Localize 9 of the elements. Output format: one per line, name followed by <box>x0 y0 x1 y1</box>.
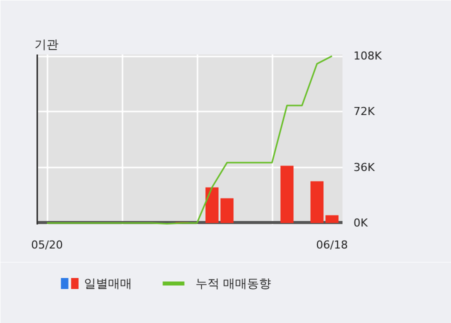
y-tick-label: 108K <box>354 50 382 63</box>
x-tick-label: 05/20 <box>31 238 63 252</box>
x-tick-label: 06/18 <box>316 238 348 252</box>
y-tick-label: 36K <box>354 160 376 174</box>
y-tick-label: 72K <box>354 105 376 118</box>
legend-label: 일별매매 <box>84 276 132 290</box>
chart-title: 기관 <box>34 38 58 52</box>
y-tick-label: 0K <box>354 216 368 230</box>
legend-label: 누적 매매동향 <box>195 276 272 290</box>
